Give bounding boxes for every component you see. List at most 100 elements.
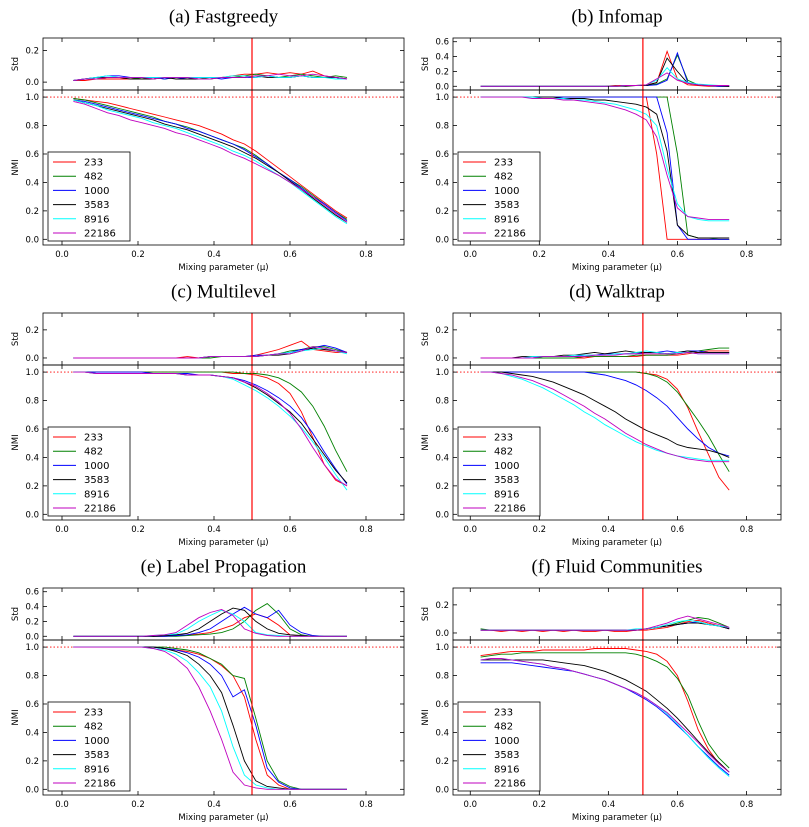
legend-label-1000: 1000 xyxy=(84,461,109,472)
panel-2: (b) Infomap 0.0 0.2 0.4 0.6 0.8 Mixing paramet… xyxy=(421,6,782,273)
std-y-axis-label: Std xyxy=(11,332,21,346)
legend-label-1000: 1000 xyxy=(494,736,519,747)
panel-title: (f) Fluid Communities xyxy=(532,556,703,577)
nmi-line-233 xyxy=(73,98,348,219)
nmi-y-tick-label: 0.8 xyxy=(435,122,449,132)
x-tick-label: 0.0 xyxy=(55,250,69,260)
panel-4: (d) Walktrap 0.0 0.2 0.4 0.6 0.8 Mixing parame… xyxy=(421,281,782,548)
legend-label-3583: 3583 xyxy=(84,200,109,211)
std-y-axis-label: Std xyxy=(421,332,431,346)
x-tick-label: 0.2 xyxy=(533,800,547,810)
std-line-1000 xyxy=(480,51,730,87)
nmi-y-tick-label: 0.8 xyxy=(435,397,449,407)
nmi-line-22186 xyxy=(73,646,347,790)
nmi-y-tick-label: 1.0 xyxy=(25,93,39,103)
nmi-y-tick-label: 0.8 xyxy=(25,672,39,682)
x-tick-label: 0.0 xyxy=(463,525,477,535)
legend-label-482: 482 xyxy=(84,722,103,733)
x-axis-label: Mixing parameter (μ) xyxy=(572,263,662,273)
nmi-axes-frame xyxy=(42,364,405,521)
legend-box xyxy=(457,151,541,242)
nmi-axes-frame xyxy=(42,639,405,796)
nmi-y-tick-label: 0.0 xyxy=(435,785,449,795)
std-y-axis-label: Std xyxy=(11,57,21,71)
std-series-group xyxy=(73,603,347,637)
legend-label-3583: 3583 xyxy=(494,200,519,211)
std-axes-frame xyxy=(452,587,782,641)
x-tick-label: 0.8 xyxy=(740,800,754,810)
std-y-tick-label: 0.0 xyxy=(25,354,39,364)
legend-label-233: 233 xyxy=(84,158,103,169)
panel-1: (a) Fastgreedy 0.0 0.2 0.4 0.6 0.8 Mixing para… xyxy=(11,6,405,273)
legend: 233 482 1000 3583 8916 22186 xyxy=(47,426,131,517)
nmi-y-tick-label: 0.6 xyxy=(25,150,39,160)
x-tick-label: 0.6 xyxy=(671,800,685,810)
std-y-tick-label: 0.6 xyxy=(25,588,39,598)
nmi-y-tick-label: 0.6 xyxy=(25,700,39,710)
legend-label-3583: 3583 xyxy=(494,475,519,486)
x-tick-label: 0.6 xyxy=(283,525,297,535)
std-line-8916 xyxy=(480,619,730,631)
panel-title: (c) Multilevel xyxy=(171,281,276,302)
panel-5: (e) Label Propagation 0.0 0.2 0.4 0.6 0.8 Mixi… xyxy=(11,556,405,823)
legend-label-8916: 8916 xyxy=(494,214,519,225)
x-tick-label: 0.4 xyxy=(602,250,616,260)
std-y-tick-label: 0.0 xyxy=(435,629,449,639)
x-tick-label: 0.4 xyxy=(602,525,616,535)
std-y-tick-label: 0.0 xyxy=(25,632,39,642)
nmi-line-22186 xyxy=(480,96,730,220)
nmi-series-group xyxy=(43,646,404,790)
std-line-482 xyxy=(73,603,347,637)
x-tick-label: 0.0 xyxy=(55,525,69,535)
std-line-22186 xyxy=(73,609,347,637)
x-tick-label: 0.6 xyxy=(283,800,297,810)
legend-label-233: 233 xyxy=(494,433,513,444)
std-axes-frame xyxy=(42,312,405,366)
x-tick-label: 0.8 xyxy=(359,800,373,810)
std-y-tick-label: 0.4 xyxy=(435,53,449,63)
nmi-line-1000 xyxy=(73,99,348,222)
legend-label-22186: 22186 xyxy=(84,779,116,790)
legend-label-3583: 3583 xyxy=(494,750,519,761)
std-line-3583 xyxy=(480,350,730,359)
std-line-3583 xyxy=(480,622,730,631)
std-line-22186 xyxy=(73,346,348,359)
legend-label-1000: 1000 xyxy=(494,461,519,472)
x-tick-label: 0.0 xyxy=(463,800,477,810)
nmi-series-group xyxy=(43,96,404,225)
nmi-axes-frame xyxy=(42,89,405,246)
std-y-tick-label: 0.0 xyxy=(435,354,449,364)
std-line-482 xyxy=(480,53,730,87)
panel-3: (c) Multilevel 0.0 0.2 0.4 0.6 0.8 Mixing para… xyxy=(11,281,405,548)
legend-box xyxy=(47,426,131,517)
std-y-tick-label: 0.0 xyxy=(25,78,39,88)
std-series-group xyxy=(73,340,348,359)
nmi-line-3583 xyxy=(480,659,730,773)
std-y-axis-label: Std xyxy=(421,57,431,71)
nmi-y-axis-label: NMI xyxy=(421,159,431,175)
nmi-line-3583 xyxy=(480,371,730,458)
legend-label-8916: 8916 xyxy=(494,764,519,775)
legend: 233 482 1000 3583 8916 22186 xyxy=(457,426,541,517)
std-series-group xyxy=(480,615,730,633)
panel-title: (e) Label Propagation xyxy=(141,556,307,577)
nmi-y-tick-label: 1.0 xyxy=(25,368,39,378)
legend-label-8916: 8916 xyxy=(84,764,109,775)
x-tick-label: 0.8 xyxy=(740,250,754,260)
panel-title: (a) Fastgreedy xyxy=(169,6,279,27)
nmi-line-8916 xyxy=(480,371,730,461)
x-tick-label: 0.2 xyxy=(533,250,547,260)
std-line-22186 xyxy=(480,615,730,631)
legend-label-482: 482 xyxy=(494,172,513,183)
std-y-tick-label: 0.2 xyxy=(435,601,449,611)
nmi-y-tick-label: 0.4 xyxy=(435,453,449,463)
legend-label-8916: 8916 xyxy=(84,214,109,225)
legend-label-1000: 1000 xyxy=(494,186,519,197)
std-line-1000 xyxy=(73,344,348,359)
legend-label-233: 233 xyxy=(84,433,103,444)
std-y-tick-label: 0.2 xyxy=(435,67,449,77)
std-line-8916 xyxy=(73,75,347,81)
legend-label-1000: 1000 xyxy=(84,736,109,747)
nmi-axes-frame xyxy=(452,89,782,246)
